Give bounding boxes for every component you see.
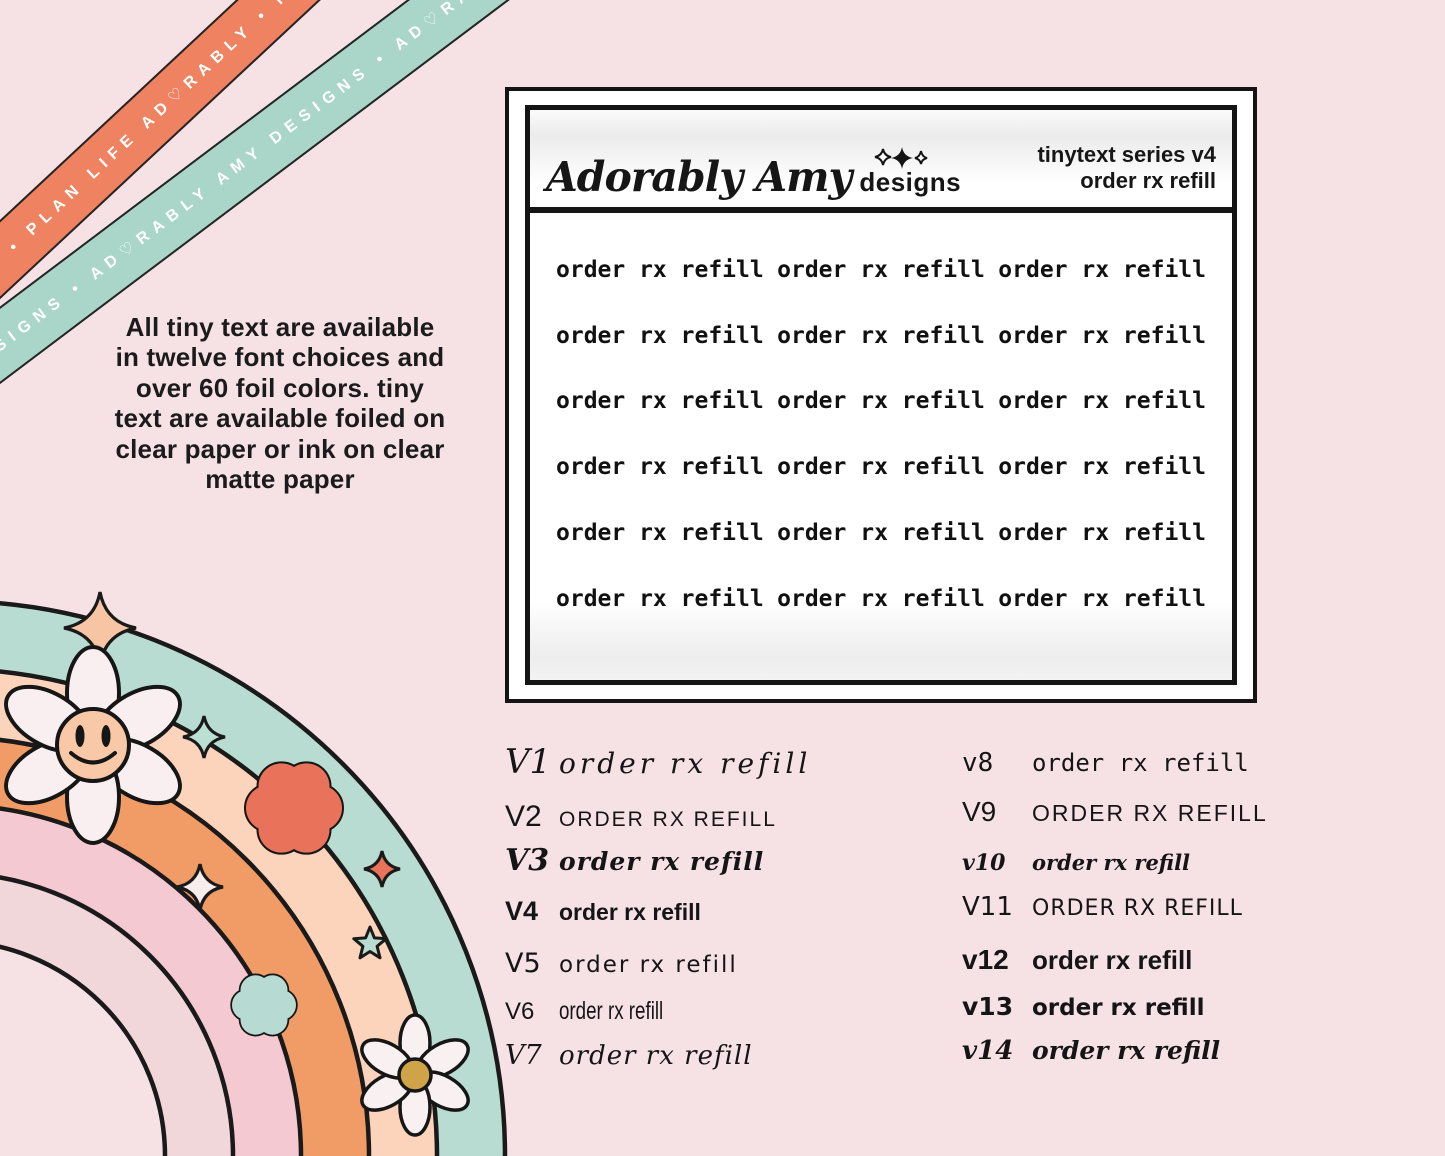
version-row-v10: v10 order rx refill	[962, 850, 1190, 876]
version-row-v13: v13 order rx refill	[962, 992, 1205, 1021]
sparkle-icon	[176, 863, 224, 911]
version-label: v14	[962, 1036, 1014, 1066]
sticker-text: order rx refill	[998, 256, 1206, 283]
intro-line: in twelve font choices and	[115, 342, 445, 373]
version-sample: order rx refill	[559, 952, 738, 978]
sticker-row: order rx refill order rx refill order rx…	[556, 388, 1206, 414]
version-sample: order rx refill	[559, 997, 664, 1025]
version-row-v9: V9 order rx refill	[962, 796, 1268, 828]
sticker-text: order rx refill	[998, 322, 1206, 349]
version-label: V5	[505, 948, 541, 979]
teal-flower-icon	[230, 973, 298, 1037]
sticker-text: order rx refill	[998, 586, 1206, 613]
sticker-text: order rx refill	[556, 388, 764, 415]
sticker-row: order rx refill order rx refill order rx…	[556, 586, 1206, 612]
version-sample: order rx refill	[1032, 1036, 1221, 1065]
version-label: V6	[505, 998, 535, 1025]
daisy-smiley-icon	[4, 645, 182, 845]
sticker-text: order rx refill	[556, 520, 764, 547]
version-sample: order rx refill	[559, 747, 812, 780]
version-label: V2	[505, 800, 542, 833]
brand-suffix-text: designs	[859, 146, 961, 195]
version-label: V11	[962, 892, 1013, 922]
version-sample: order rx refill	[559, 847, 765, 876]
version-label: V4	[505, 896, 539, 926]
sticker-text: order rx refill	[777, 454, 985, 481]
sticker-row: order rx refill order rx refill order rx…	[556, 323, 1206, 349]
sticker-text: order rx refill	[998, 454, 1206, 481]
version-sample: order rx refill	[1032, 850, 1191, 875]
version-row-v14: v14 order rx refill	[962, 1036, 1220, 1066]
sticker-text: order rx refill	[556, 454, 764, 481]
version-sample: order rx refill	[1032, 800, 1268, 826]
sticker-row: order rx refill order rx refill order rx…	[556, 454, 1206, 480]
sticker-row: order rx refill order rx refill order rx…	[556, 257, 1206, 283]
sticker-text: order rx refill	[998, 520, 1206, 547]
coral-flower-icon	[244, 761, 344, 855]
version-sample: order rx refill	[559, 899, 701, 925]
version-label: v10	[962, 850, 1006, 876]
sticker-text: order rx refill	[998, 388, 1206, 415]
sticker-text: order rx refill	[556, 586, 764, 613]
intro-line: over 60 foil colors. tiny	[135, 372, 425, 403]
sticker-text: order rx refill	[556, 322, 764, 349]
sticker-row: order rx refill order rx refill order rx…	[556, 520, 1206, 546]
rainbow-illustration	[0, 555, 570, 1156]
sheet-header: Adorably Amy designs tinytext s	[530, 110, 1232, 213]
version-row-v6: V6 order rx refill	[505, 997, 698, 1026]
version-label: v12	[962, 944, 1009, 975]
intro-line: All tiny text are available	[125, 312, 435, 342]
sparkle-icon	[182, 715, 226, 759]
intro-line: matte paper	[205, 464, 355, 495]
intro-paragraph: All tiny text are available in twelve fo…	[70, 312, 490, 494]
sticker-grid: order rx refill order rx refill order rx…	[530, 213, 1232, 680]
version-row-v12: v12 order rx refill	[962, 944, 1192, 976]
sticker-text: order rx refill	[777, 256, 985, 283]
sticker-sheet: Adorably Amy designs tinytext s	[505, 87, 1257, 703]
version-sample: order rx refill	[559, 1041, 753, 1071]
version-sample: order rx refill	[559, 808, 777, 831]
version-row-v7: V7 order rx refill	[505, 1040, 753, 1071]
sheet-title-line1: tinytext series v4	[1037, 142, 1216, 167]
version-row-v2: V2 order rx refill	[505, 800, 777, 834]
version-label: V1	[505, 742, 552, 782]
version-sample: order rx refill	[1032, 749, 1249, 777]
version-sample: order rx refill	[1032, 945, 1193, 975]
version-row-v4: V4 order rx refill	[505, 896, 701, 927]
version-sample: order rx refill	[1032, 995, 1205, 1021]
version-row-v1: V1 order rx refill	[505, 742, 811, 782]
brand-logo: Adorably Amy designs	[546, 146, 961, 201]
version-label: v8	[962, 748, 994, 778]
sticker-sheet-inner: Adorably Amy designs tinytext s	[525, 105, 1237, 685]
version-label: v13	[962, 992, 1014, 1021]
sticker-text: order rx refill	[777, 520, 985, 547]
version-label: V7	[505, 1040, 542, 1071]
sheet-title-line2: order rx refill	[1080, 168, 1216, 194]
version-label: V9	[962, 796, 997, 827]
sparkle-icon	[363, 850, 401, 888]
version-label: V3	[505, 843, 550, 878]
sticker-text: order rx refill	[777, 586, 985, 613]
sticker-text: order rx refill	[777, 388, 985, 415]
sheet-title: tinytext series v4 order rx refill	[1037, 142, 1216, 195]
version-row-v11: V11 order rx refill	[962, 892, 1243, 922]
sticker-text: order rx refill	[777, 322, 985, 349]
star-icon	[352, 925, 388, 960]
intro-line: text are available foiled on	[114, 403, 446, 434]
sparkles-icon	[873, 146, 931, 175]
version-row-v5: V5 order rx refill	[505, 948, 738, 979]
gold-daisy-icon	[360, 1013, 470, 1137]
intro-line: clear paper or ink on clear	[115, 433, 445, 464]
version-row-v8: v8 order rx refill	[962, 748, 1249, 778]
version-sample: order rx refill	[1032, 896, 1243, 921]
sticker-text: order rx refill	[556, 256, 764, 283]
version-row-v3: V3 order rx refill	[505, 843, 764, 878]
brand-script-text: Adorably Amy	[546, 152, 852, 201]
